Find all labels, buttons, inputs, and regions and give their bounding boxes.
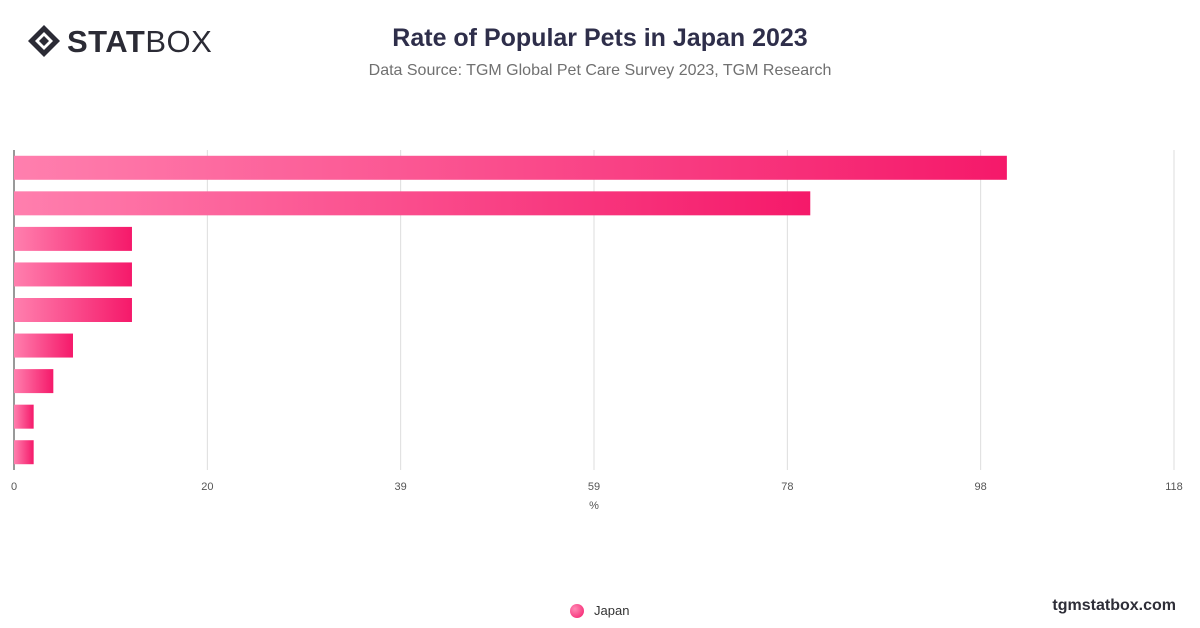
x-tick-label: 0 bbox=[11, 481, 17, 493]
bar-japan[interactable] bbox=[14, 155, 1007, 180]
statbox-diamond-icon bbox=[28, 25, 60, 57]
x-tick-label: 39 bbox=[395, 481, 407, 493]
bar-japan[interactable] bbox=[14, 226, 132, 251]
x-tick-label: 78 bbox=[781, 481, 793, 493]
brand-bold: STAT bbox=[67, 23, 146, 59]
x-axis-label: % bbox=[589, 500, 599, 512]
bar-japan[interactable] bbox=[14, 369, 54, 394]
legend[interactable]: Japan bbox=[570, 603, 629, 618]
x-tick-label: 118 bbox=[1165, 481, 1183, 493]
bar-japan[interactable] bbox=[14, 333, 73, 358]
chart-title: Rate of Popular Pets in Japan 2023 bbox=[392, 24, 808, 52]
statbox-logo: STATBOX bbox=[27, 24, 212, 58]
brand-name: STATBOX bbox=[67, 26, 212, 57]
x-tick-label: 59 bbox=[588, 481, 600, 493]
bar-japan[interactable] bbox=[14, 191, 811, 216]
bar-japan[interactable] bbox=[14, 404, 34, 429]
legend-marker-japan bbox=[570, 603, 584, 618]
brand-light: BOX bbox=[145, 23, 213, 59]
bars bbox=[14, 155, 1007, 465]
chart-subtitle: Data Source: TGM Global Pet Care Survey … bbox=[368, 62, 832, 79]
bar-japan[interactable] bbox=[14, 298, 132, 322]
x-axis: 0 20 39 59 78 98 118 bbox=[11, 481, 1183, 493]
x-tick-label: 20 bbox=[201, 481, 213, 493]
site-url: tgmstatbox.com bbox=[1052, 597, 1176, 614]
legend-label-japan: Japan bbox=[594, 603, 630, 618]
bar-japan[interactable] bbox=[14, 440, 34, 465]
bar-japan[interactable] bbox=[14, 262, 132, 287]
x-tick-label: 98 bbox=[975, 481, 987, 493]
